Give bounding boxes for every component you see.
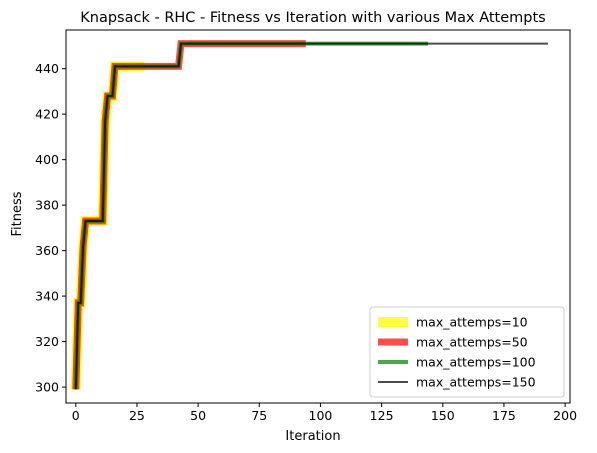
y-tick-label: 440 <box>35 61 59 76</box>
x-tick-label: 200 <box>553 408 577 423</box>
legend-label-1: max_attemps=10 <box>416 315 528 330</box>
y-tick-label: 360 <box>35 243 59 258</box>
y-tick-label: 320 <box>35 334 59 349</box>
y-tick-label: 380 <box>35 198 59 213</box>
y-tick-label: 420 <box>35 107 59 122</box>
legend-box <box>369 306 565 398</box>
legend-label-3: max_attemps=100 <box>416 355 536 370</box>
legend-label-2: max_attemps=50 <box>416 335 528 350</box>
x-tick-label: 50 <box>190 408 206 423</box>
x-axis-label: Iteration <box>285 429 340 444</box>
y-tick-label: 340 <box>35 289 59 304</box>
legend-label-4: max_attemps=150 <box>416 375 536 390</box>
x-tick-label: 75 <box>251 408 267 423</box>
x-tick-label: 150 <box>431 408 455 423</box>
x-tick-label: 100 <box>309 408 333 423</box>
x-tick-label: 125 <box>370 408 394 423</box>
y-tick-label: 400 <box>35 152 59 167</box>
chart-title: Knapsack - RHC - Fitness vs Iteration wi… <box>80 10 545 26</box>
x-tick-label: 25 <box>129 408 145 423</box>
series-layer <box>70 40 548 390</box>
y-tick-label: 300 <box>35 380 59 395</box>
series-line-4 <box>74 42 548 390</box>
y-axis-label: Fitness <box>10 191 25 236</box>
legend: max_attemps=10 max_attemps=50 max_attemps=… <box>369 306 565 398</box>
axes-layer: 0 25 50 75 100 125 150 175 200 300 320 340 360 380 400… <box>35 29 577 423</box>
x-tick-label: 175 <box>492 408 516 423</box>
x-tick-label: 0 <box>72 408 80 423</box>
plot-frame <box>65 29 571 404</box>
